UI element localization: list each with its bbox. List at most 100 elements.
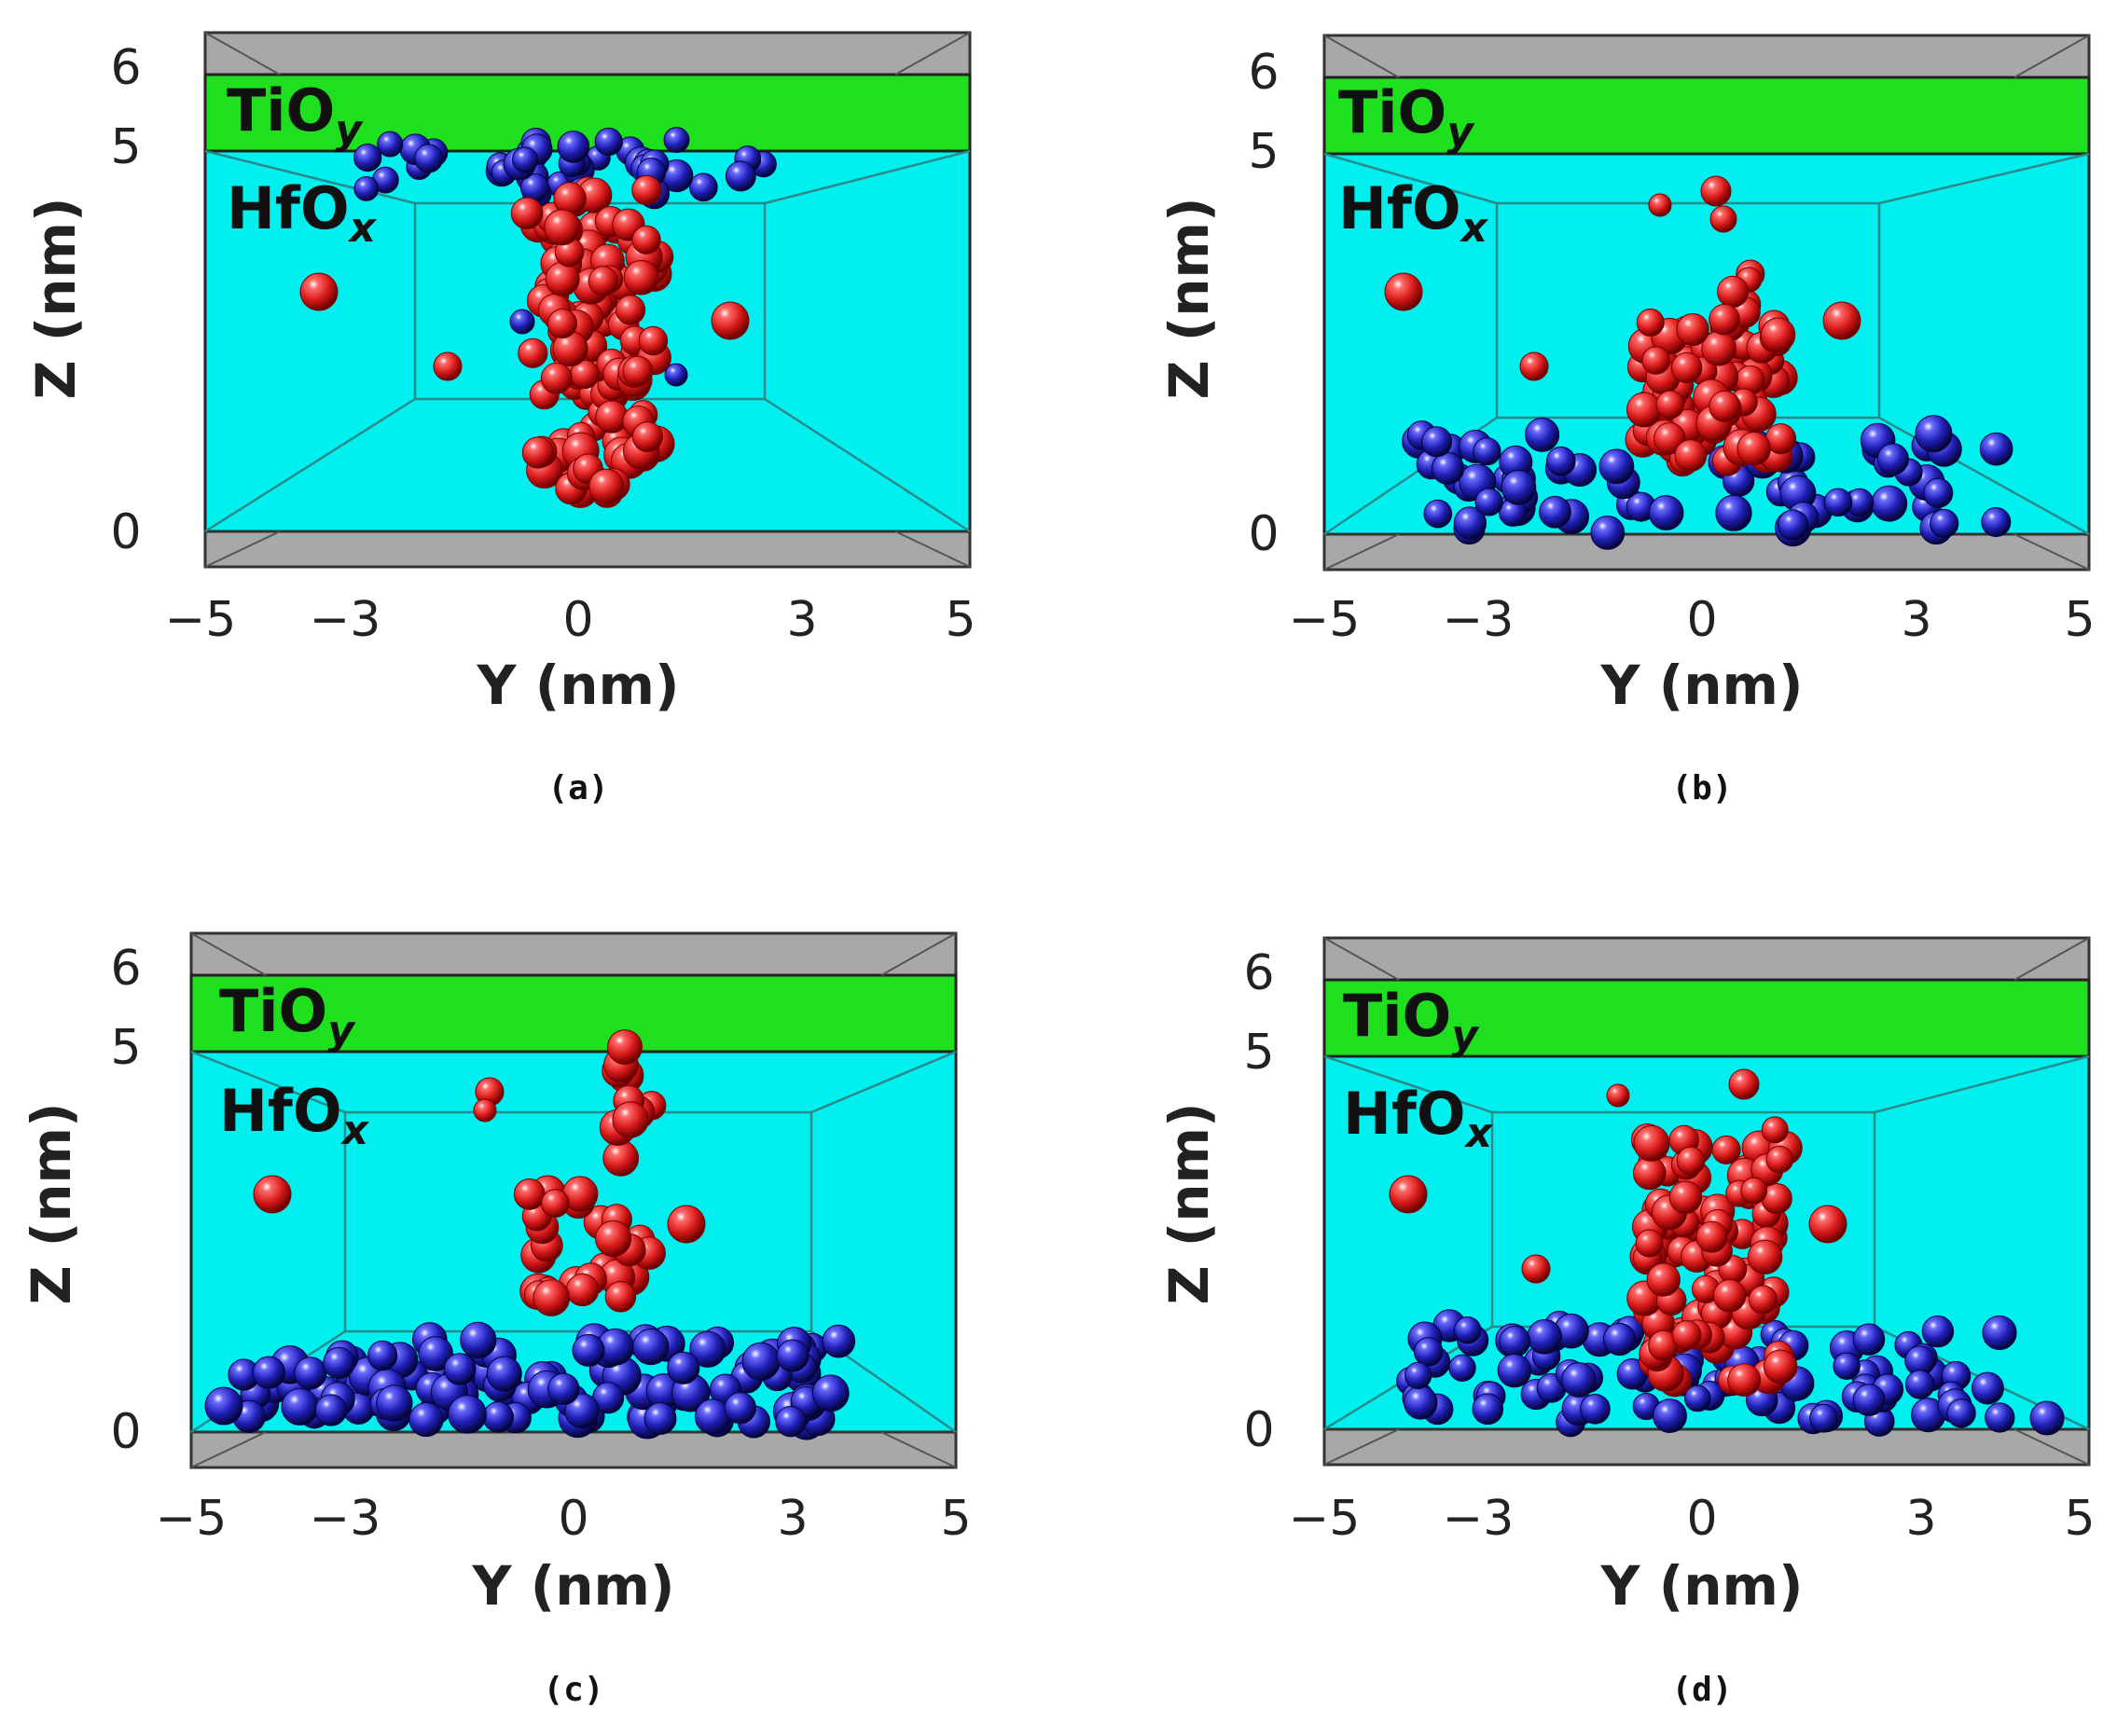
panel-d: TiOy HfOx 6 5 0 −5 −3 0 3 5 Y (nm) Z (nm… xyxy=(1058,868,2117,1736)
x-tick-5: 5 xyxy=(2064,592,2095,648)
oxygen-ion-atom xyxy=(724,1391,756,1425)
vacancy-atom xyxy=(1384,272,1423,311)
panel-caption: (d) xyxy=(1671,1671,1732,1709)
vacancy-atom xyxy=(612,1101,649,1138)
oxygen-ion-atom xyxy=(252,1356,286,1389)
oxygen-ion-atom xyxy=(1602,1322,1637,1357)
layer-label-hfo: HfOx xyxy=(219,1077,370,1154)
vacancy-atom xyxy=(1671,1320,1702,1350)
oxygen-ion-atom xyxy=(1598,448,1635,485)
oxygen-ion-atom xyxy=(1852,1323,1886,1356)
vacancy-atom xyxy=(667,1205,706,1244)
vacancy-atom xyxy=(1646,1262,1681,1297)
x-axis-label: Y (nm) xyxy=(477,654,680,717)
oxygen-ion-atom xyxy=(1809,1403,1839,1433)
x-tick-3: 3 xyxy=(786,592,817,648)
x-tick-0: 0 xyxy=(1686,592,1717,648)
oxygen-ion-atom xyxy=(1413,1337,1444,1367)
oxygen-ion-atom xyxy=(688,172,718,202)
vacancy-atom xyxy=(533,1279,571,1316)
panel-c: TiOy HfOx 6 5 0 −5 −3 0 3 5 Y (nm) Z (nm… xyxy=(0,868,1058,1736)
vacancy-atom xyxy=(1760,317,1796,352)
oxygen-ion-atom xyxy=(281,1387,319,1426)
oxygen-ion-atom xyxy=(1473,437,1501,466)
oxygen-ion-atom xyxy=(1454,1316,1482,1344)
vacancy-atom xyxy=(1761,1116,1789,1144)
vacancy-atom xyxy=(1632,1156,1667,1191)
vacancy-atom xyxy=(1674,439,1708,473)
vacancy-atom xyxy=(299,272,339,311)
oxygen-ion-atom xyxy=(663,127,690,154)
vacancy-atom xyxy=(1822,301,1861,340)
oxygen-ion-atom xyxy=(1871,485,1908,522)
y-tick-5: 5 xyxy=(1243,1025,1274,1081)
vacancy-atom xyxy=(1717,275,1750,308)
panel-b: TiOy HfOx 6 5 0 −5 −3 0 3 5 Y (nm) Z (nm… xyxy=(1058,0,2117,868)
vacancy-atom xyxy=(1747,1239,1783,1275)
panel-a: TiOy HfOx 6 5 0 −5 −3 0 3 5 Y (nm) Z (nm… xyxy=(0,0,1058,868)
vacancy-atom xyxy=(1709,303,1740,336)
vacancy-atom xyxy=(1626,392,1662,428)
y-axis-label: Z (nm) xyxy=(1157,1103,1221,1305)
x-axis-label: Y (nm) xyxy=(472,1554,675,1618)
vacancy-atom xyxy=(1521,1254,1551,1284)
vacancy-atom xyxy=(1748,1285,1778,1315)
oxygen-ion-atom xyxy=(1981,507,2012,537)
oxygen-ion-atom xyxy=(1979,432,2013,466)
vacancy-atom xyxy=(1671,351,1703,384)
oxygen-ion-atom xyxy=(1432,452,1464,485)
vacancy-atom xyxy=(1519,351,1549,381)
vacancy-atom xyxy=(1736,431,1771,466)
x-tick-m3: −3 xyxy=(1443,1491,1515,1547)
vacancy-atom xyxy=(1633,1124,1670,1162)
x-tick-m5: −5 xyxy=(156,1491,228,1547)
vacancy-atom xyxy=(588,468,625,504)
oxygen-ion-atom xyxy=(667,1351,700,1385)
x-tick-3: 3 xyxy=(1905,1491,1936,1547)
y-tick-0: 0 xyxy=(1243,1402,1274,1458)
oxygen-ion-atom xyxy=(294,1357,327,1390)
panel-caption: (b) xyxy=(1671,769,1732,807)
oxygen-ion-atom xyxy=(1648,495,1684,530)
oxygen-ion-atom xyxy=(1448,1354,1476,1382)
x-axis-label: Y (nm) xyxy=(1600,1554,1804,1618)
vacancy-atom xyxy=(1668,1180,1703,1215)
vacancy-atom xyxy=(513,1178,546,1210)
vacancy-atom xyxy=(588,266,618,296)
oxygen-ion-atom xyxy=(414,144,444,173)
vacancy-atom xyxy=(540,362,573,394)
oxygen-ion-atom xyxy=(1823,488,1853,517)
layer-label-tio: TiOy xyxy=(227,76,364,154)
x-tick-m5: −5 xyxy=(1289,1491,1361,1547)
y-tick-0: 0 xyxy=(1248,506,1279,562)
oxygen-ion-atom xyxy=(1921,1315,1955,1348)
oxygen-ion-atom xyxy=(1423,499,1453,529)
y-tick-6: 6 xyxy=(110,941,141,997)
vacancy-atom xyxy=(1641,346,1670,375)
vacancy-atom xyxy=(518,338,548,368)
vacancy-atom xyxy=(595,400,629,434)
vacancy-atom xyxy=(622,355,654,387)
vacancy-atom xyxy=(595,1219,632,1258)
vacancy-atom xyxy=(1711,1135,1741,1164)
x-tick-0: 0 xyxy=(1686,1491,1717,1547)
vacancy-atom xyxy=(1808,1205,1847,1244)
layer-label-tio: TiOy xyxy=(219,977,356,1054)
vacancy-atom xyxy=(473,1098,497,1123)
oxygen-ion-atom xyxy=(1404,1385,1438,1420)
oxygen-ion-atom xyxy=(1876,443,1909,475)
oxygen-ion-atom xyxy=(418,1336,454,1371)
oxygen-ion-atom xyxy=(2029,1400,2065,1436)
oxygen-ion-atom xyxy=(632,1328,670,1366)
atoms-group xyxy=(1384,175,2013,550)
x-tick-0: 0 xyxy=(562,592,593,648)
x-tick-5: 5 xyxy=(940,1491,971,1547)
vacancy-atom xyxy=(547,308,578,339)
oxygen-ion-atom xyxy=(1833,1352,1861,1380)
oxygen-ion-atom xyxy=(1472,1393,1504,1426)
x-tick-m3: −3 xyxy=(310,1491,381,1547)
vacancy-atom xyxy=(565,1273,600,1307)
y-axis-label: Z (nm) xyxy=(24,198,88,400)
oxygen-ion-atom xyxy=(511,146,539,173)
oxygen-ion-atom xyxy=(486,1356,522,1392)
